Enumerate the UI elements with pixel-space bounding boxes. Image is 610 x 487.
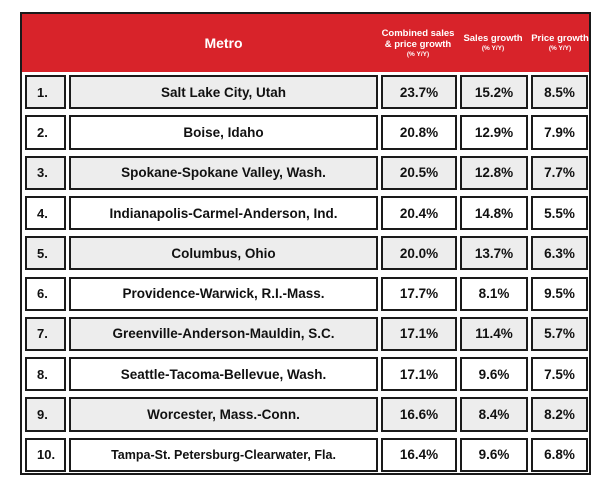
- price-cell: 8.2%: [531, 397, 588, 432]
- price-cell: 6.3%: [531, 236, 588, 271]
- combined-cell: 20.8%: [381, 115, 457, 150]
- header-metro: Metro: [69, 14, 378, 72]
- sales-cell: 8.1%: [460, 276, 528, 311]
- metro-cell: Spokane-Spokane Valley, Wash.: [69, 155, 378, 190]
- metro-cell: Tampa-St. Petersburg-Clearwater, Fla.: [69, 437, 378, 472]
- table-body: 1. Salt Lake City, Utah 23.7% 15.2% 8.5%…: [22, 72, 589, 473]
- rank-cell: 4.: [25, 195, 66, 231]
- table-row: 8. Seattle-Tacoma-Bellevue, Wash. 17.1% …: [22, 354, 589, 394]
- header-price-unit: (% Y/Y): [548, 45, 572, 52]
- table-row: 4. Indianapolis-Carmel-Anderson, Ind. 20…: [22, 193, 589, 233]
- combined-cell: 17.7%: [381, 276, 457, 311]
- rank-cell: 5.: [25, 236, 66, 271]
- sales-cell: 8.4%: [460, 397, 528, 432]
- price-cell: 5.5%: [531, 195, 588, 231]
- sales-cell: 15.2%: [460, 75, 528, 110]
- combined-cell: 20.5%: [381, 155, 457, 190]
- header-sales: Sales growth (% Y/Y): [458, 14, 528, 72]
- metro-table: Metro Combined sales & price growth (% Y…: [20, 12, 591, 475]
- table-row: 5. Columbus, Ohio 20.0% 13.7% 6.3%: [22, 233, 589, 273]
- header-combined-label: Combined sales & price growth: [381, 27, 455, 50]
- header-sales-label: Sales growth: [463, 33, 523, 44]
- header-combined-unit: (% Y/Y): [406, 50, 430, 58]
- price-cell: 9.5%: [531, 276, 588, 311]
- header-price: Price growth (% Y/Y): [529, 14, 591, 72]
- price-cell: 7.9%: [531, 115, 588, 150]
- rank-cell: 10.: [25, 437, 66, 472]
- header-metro-label: Metro: [204, 35, 243, 51]
- price-cell: 5.7%: [531, 316, 588, 352]
- price-cell: 7.5%: [531, 357, 588, 392]
- combined-cell: 20.0%: [381, 236, 457, 271]
- combined-cell: 20.4%: [381, 195, 457, 231]
- table-row: 7. Greenville-Anderson-Mauldin, S.C. 17.…: [22, 314, 589, 354]
- metro-cell: Boise, Idaho: [69, 115, 378, 150]
- sales-cell: 13.7%: [460, 236, 528, 271]
- sales-cell: 14.8%: [460, 195, 528, 231]
- combined-cell: 23.7%: [381, 75, 457, 110]
- price-cell: 8.5%: [531, 75, 588, 110]
- table-row: 2. Boise, Idaho 20.8% 12.9% 7.9%: [22, 112, 589, 152]
- rank-cell: 2.: [25, 115, 66, 150]
- sales-cell: 12.9%: [460, 115, 528, 150]
- rank-cell: 8.: [25, 357, 66, 392]
- sales-cell: 12.8%: [460, 155, 528, 190]
- sales-cell: 11.4%: [460, 316, 528, 352]
- table-row: 3. Spokane-Spokane Valley, Wash. 20.5% 1…: [22, 153, 589, 193]
- table-row: 6. Providence-Warwick, R.I.-Mass. 17.7% …: [22, 274, 589, 314]
- combined-cell: 16.6%: [381, 397, 457, 432]
- metro-cell: Salt Lake City, Utah: [69, 75, 378, 110]
- metro-cell: Providence-Warwick, R.I.-Mass.: [69, 276, 378, 311]
- header-price-label: Price growth: [531, 33, 589, 44]
- metro-cell: Indianapolis-Carmel-Anderson, Ind.: [69, 195, 378, 231]
- rank-cell: 7.: [25, 316, 66, 352]
- combined-cell: 17.1%: [381, 357, 457, 392]
- header-combined: Combined sales & price growth (% Y/Y): [379, 14, 457, 72]
- rank-cell: 3.: [25, 155, 66, 190]
- price-cell: 7.7%: [531, 155, 588, 190]
- table-header: Metro Combined sales & price growth (% Y…: [22, 14, 589, 72]
- sales-cell: 9.6%: [460, 357, 528, 392]
- table-row: 1. Salt Lake City, Utah 23.7% 15.2% 8.5%: [22, 72, 589, 112]
- combined-cell: 16.4%: [381, 437, 457, 472]
- metro-cell: Greenville-Anderson-Mauldin, S.C.: [69, 316, 378, 352]
- metro-cell: Worcester, Mass.-Conn.: [69, 397, 378, 432]
- header-sales-unit: (% Y/Y): [481, 45, 505, 52]
- combined-cell: 17.1%: [381, 316, 457, 352]
- rank-cell: 6.: [25, 276, 66, 311]
- rank-cell: 1.: [25, 75, 66, 110]
- metro-cell: Columbus, Ohio: [69, 236, 378, 271]
- price-cell: 6.8%: [531, 437, 588, 472]
- sales-cell: 9.6%: [460, 437, 528, 472]
- rank-cell: 9.: [25, 397, 66, 432]
- metro-cell: Seattle-Tacoma-Bellevue, Wash.: [69, 357, 378, 392]
- table-row: 10. Tampa-St. Petersburg-Clearwater, Fla…: [22, 435, 589, 475]
- table-row: 9. Worcester, Mass.-Conn. 16.6% 8.4% 8.2…: [22, 394, 589, 434]
